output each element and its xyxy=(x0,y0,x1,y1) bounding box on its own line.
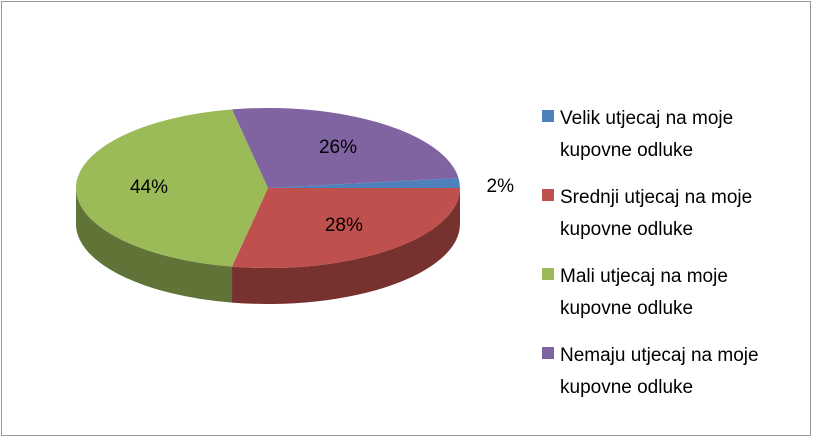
pie-slice xyxy=(232,188,460,268)
pie-slice xyxy=(76,109,269,267)
legend: Velik utjecaj na moje kupovne odluke Sred… xyxy=(540,103,800,419)
legend-item: Velik utjecaj na moje kupovne odluke xyxy=(540,103,800,182)
data-label: 28% xyxy=(325,215,363,236)
legend-swatch xyxy=(542,189,554,201)
legend-label: Velik utjecaj na moje kupovne odluke xyxy=(560,108,734,161)
legend-swatch xyxy=(542,268,554,280)
legend-label: Mali utjecaj na moje kupovne odluke xyxy=(560,266,728,319)
data-label: 2% xyxy=(487,176,515,197)
data-label: 44% xyxy=(130,177,168,198)
data-label: 26% xyxy=(319,137,357,158)
legend-item: Mali utjecaj na moje kupovne odluke xyxy=(540,261,800,340)
legend-swatch xyxy=(542,110,554,122)
legend-label: Srednji utjecaj na moje kupovne odluke xyxy=(560,187,753,240)
pie-slice xyxy=(268,177,460,188)
legend-item: Nemaju utjecaj na moje kupovne odluke xyxy=(540,340,800,419)
pie-side xyxy=(75,188,233,303)
legend-swatch xyxy=(542,347,554,359)
pie-side xyxy=(232,188,461,304)
legend-item: Srednji utjecaj na moje kupovne odluke xyxy=(540,182,800,261)
legend-label: Nemaju utjecaj na moje kupovne odluke xyxy=(560,345,759,398)
pie-slice xyxy=(232,108,459,188)
